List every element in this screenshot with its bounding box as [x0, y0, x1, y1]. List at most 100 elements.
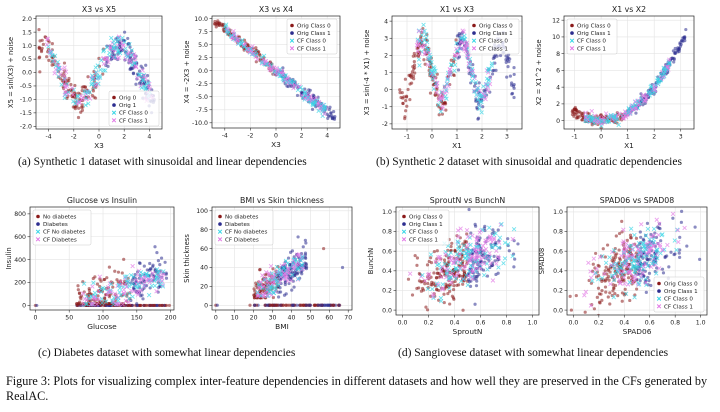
- scatter-point: [610, 258, 614, 263]
- scatter-point: [437, 93, 443, 99]
- scatter-point: [445, 77, 450, 82]
- scatter-point: [141, 297, 145, 301]
- scatter-point: [670, 211, 676, 217]
- scatter-point: [412, 51, 416, 56]
- scatter-point: [303, 251, 308, 255]
- scatter-point: [290, 272, 295, 278]
- scatter-point: [156, 277, 161, 283]
- scatter-point: [466, 55, 471, 60]
- scatter-point: [126, 300, 131, 305]
- scatter-point: [79, 97, 84, 102]
- scatter-point: [426, 56, 431, 62]
- figure-3: -4 -2 0 2 4 -2.0 -1.5 -1.0 -0.5 0.0 0.5 1.0 1.5 2.0 X3…: [5, 5, 708, 336]
- scatter-point: [135, 281, 141, 287]
- scatter-point: [444, 271, 449, 277]
- scatter-point: [645, 245, 650, 250]
- scatter-point: [497, 235, 503, 240]
- scatter-point: [86, 101, 91, 106]
- scatter-point: [607, 255, 612, 260]
- legend-label: Orig 0: [119, 96, 137, 102]
- scatter-point: [606, 295, 610, 299]
- scatter-point: [651, 226, 657, 232]
- scatter-point: [50, 53, 55, 59]
- scatter-point: [492, 68, 496, 72]
- scatter-point: [400, 91, 404, 95]
- scatter-point: [108, 281, 114, 287]
- x-tick-label: 10: [231, 315, 239, 322]
- scatter-point: [648, 264, 654, 270]
- scatter-point: [248, 46, 253, 52]
- panel-title: X1 vs X3: [440, 5, 474, 14]
- scatter-point: [101, 49, 106, 54]
- scatter-point: [287, 281, 291, 286]
- scatter-point: [454, 251, 460, 257]
- scatter-point: [604, 290, 608, 294]
- scatter-point: [468, 284, 473, 289]
- scatter-point: [483, 251, 488, 256]
- scatter-point: [455, 273, 460, 278]
- scatter-point: [643, 276, 648, 282]
- scatter-point: [484, 87, 488, 92]
- scatter-point: [596, 286, 601, 290]
- scatter-point: [463, 255, 468, 261]
- scatter-panel: -1 0 1 2 3 -2 -1 0 1 2 3 4 X1 vs X3 X1 X3 = sin(-4 * X…: [363, 5, 523, 150]
- x-tick-label: 0.8: [502, 320, 512, 327]
- scatter-point: [333, 115, 337, 119]
- scatter-point: [477, 103, 482, 109]
- y-tick-label: 10: [552, 34, 560, 41]
- legend-label: CF No diabetes: [43, 230, 85, 236]
- scatter-point: [474, 92, 479, 98]
- scatter-point: [93, 96, 98, 100]
- scatter-point: [149, 267, 153, 271]
- scatter-point: [146, 276, 151, 282]
- axes-frame: [211, 206, 353, 311]
- scatter-point: [87, 291, 92, 295]
- scatter-point: [224, 28, 230, 34]
- scatter-point: [77, 291, 82, 296]
- scatter-point: [604, 118, 609, 123]
- scatter-point: [482, 254, 487, 260]
- scatter-point: [268, 286, 274, 291]
- scatter-point: [479, 94, 484, 99]
- scatter-point: [601, 247, 605, 251]
- scatter-point: [613, 119, 618, 124]
- scatter-point: [611, 294, 616, 300]
- scatter-point: [330, 116, 334, 121]
- scatter-point: [642, 244, 647, 249]
- scatter-point: [115, 56, 120, 61]
- x-tick-label: 0: [33, 315, 37, 322]
- scatter-point: [468, 263, 473, 268]
- scatter-point: [599, 123, 604, 129]
- scatter-point: [467, 67, 472, 73]
- scatter-point: [305, 95, 311, 100]
- scatter-point: [410, 293, 415, 297]
- scatter-point: [156, 290, 160, 294]
- scatter-point: [128, 67, 132, 71]
- scatter-point: [600, 289, 604, 293]
- scatter-point: [427, 259, 431, 264]
- scatter-point: [309, 96, 315, 102]
- scatter-point: [665, 242, 670, 248]
- scatter-point: [622, 261, 628, 266]
- scatter-point: [163, 260, 167, 264]
- legend-label: No diabetes: [225, 215, 259, 221]
- scatter-point: [656, 225, 660, 229]
- scatter-point: [212, 22, 217, 26]
- scatter-point: [62, 77, 68, 82]
- scatter-point: [437, 113, 441, 117]
- scatter-point: [151, 265, 155, 269]
- legend-label: CF Class 0: [119, 111, 148, 117]
- scatter-point: [261, 293, 266, 299]
- scatter-point: [427, 52, 432, 58]
- scatter-point: [617, 248, 621, 252]
- scatter-point: [513, 257, 517, 261]
- scatter-point: [479, 110, 484, 115]
- scatter-point: [654, 217, 659, 222]
- scatter-point: [635, 282, 641, 287]
- scatter-point: [677, 251, 681, 255]
- scatter-point: [422, 58, 426, 62]
- scatter-point: [142, 281, 147, 286]
- axes-frame: [391, 15, 523, 130]
- scatter-point: [129, 52, 134, 58]
- scatter-point: [141, 73, 147, 79]
